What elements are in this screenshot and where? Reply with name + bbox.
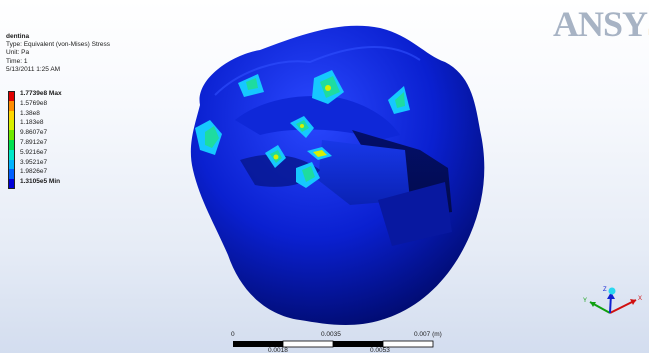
hotspot-1-inner [246,78,258,90]
legend-label[interactable]: 1.3105e5 Min [20,178,61,186]
hotspot-3-inner [395,92,405,108]
legend-swatch [8,100,15,111]
hotspot-6-peak [273,154,279,160]
scale-label-007: 0.007 (m) [414,331,442,338]
legend-swatch [8,169,15,180]
legend-swatch [8,130,15,140]
legend-label[interactable]: 7.8912e7 [20,138,48,146]
hotspot-2-peak [325,85,331,91]
axis-triad[interactable]: X Y Z [583,287,642,314]
legend-label[interactable]: 1.183e8 [20,119,44,127]
scale-label-0053: 0.0053 [370,347,390,354]
triad-x-label: X [638,296,642,302]
triad-x-arrow [630,299,636,305]
result-unit: Unit: Pa [6,49,30,57]
tooth-rim-highlight [214,46,421,96]
hotspot-8-inner [302,166,315,182]
logo-main: ANSY [553,4,648,44]
result-type: Type: Equivalent (von-Mises) Stress [6,41,111,49]
hotspot-7-inner [313,150,327,157]
legend-swatch [8,179,15,189]
legend-label[interactable]: 1.5769e8 [20,99,48,107]
result-time: Time: 1 [6,57,28,65]
legend-label[interactable]: 9.8607e7 [20,129,48,137]
triad-y-label: Y [583,298,587,304]
scale-segment-3 [333,341,383,347]
result-info: dentina Type: Equivalent (von-Mises) Str… [6,33,110,74]
hotspot-5-peak [300,124,304,128]
legend-label[interactable]: 1.9826e7 [20,168,48,176]
legend-swatch [8,159,15,170]
ansys-logo: ANSYS [553,4,649,44]
legend-swatch [8,91,15,101]
stress-hotspots [195,70,410,188]
scale-label-0: 0 [231,331,235,338]
legend-label[interactable]: 1.38e8 [20,109,40,117]
scale-segment-2 [282,340,334,348]
legend-label[interactable]: 5.9216e7 [20,148,48,156]
scale-label-0018: 0.0018 [268,347,288,354]
logo-accent: S [647,4,649,44]
scale-segment-4 [382,340,434,348]
filling-block [318,140,410,205]
scale-bar [233,340,434,348]
filling-block-side [378,182,452,246]
legend-swatch [8,139,15,150]
legend-label[interactable]: 3.9521e7 [20,158,48,166]
hotspot-4-inner [205,126,219,148]
legend-swatch [8,110,15,121]
legend-label[interactable]: 1.7739e8 Max [20,90,62,97]
triad-z-label: Z [603,287,607,293]
legend-swatch [8,120,15,131]
result-date: 5/13/2011 1:25 AM [6,65,61,73]
scale-label-0035: 0.0035 [321,331,341,338]
result-name: dentina [6,33,30,40]
scale-segment-1 [233,341,283,347]
tooth-model[interactable] [190,25,485,325]
legend-swatch [8,149,15,160]
triad-z-arrow [607,292,615,299]
triad-y-arrow [590,302,596,307]
triad-view-ball[interactable] [608,287,616,295]
occlusal-ridge [235,96,400,140]
